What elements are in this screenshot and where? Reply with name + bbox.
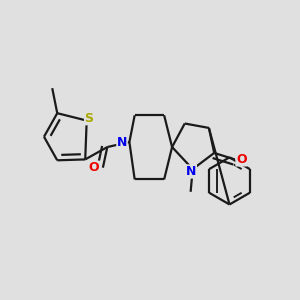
Text: O: O <box>89 161 99 174</box>
Text: O: O <box>236 153 247 166</box>
Text: N: N <box>117 136 127 148</box>
Text: S: S <box>85 112 94 125</box>
Text: N: N <box>186 165 196 178</box>
